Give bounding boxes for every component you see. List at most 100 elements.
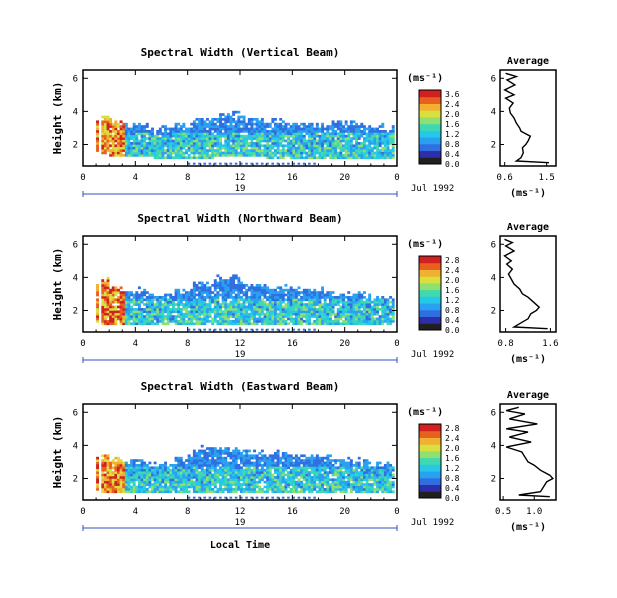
heatmap-cell [106,279,110,282]
heatmap-cell [195,466,199,470]
heatmap-cell [376,464,379,467]
heatmap-cell [315,127,319,131]
heatmap-cell [362,125,366,128]
heatmap-cell [328,146,332,150]
heatmap-cell [96,127,99,131]
heatmap-cell [362,468,366,472]
heatmap-cell [347,483,351,486]
heatmap-cell [292,305,296,309]
heatmap-cell [226,488,230,491]
heatmap-cell [203,120,207,124]
heatmap-cell [211,118,215,121]
x-tick-label: 20 [339,507,350,517]
heatmap-cell [132,130,136,133]
heatmap-cell [234,146,238,150]
heatmap-cell [234,137,238,140]
heatmap-cell [187,322,191,326]
heatmap-cell [368,468,372,472]
heatmap-cell [255,320,259,323]
heatmap-cell [342,144,345,148]
heatmap-cell [342,483,345,486]
heatmap-cell [284,452,288,455]
heatmap-cell [250,132,254,136]
heatmap-cell [318,456,322,460]
heatmap-cell [213,154,217,157]
heatmap-cell [103,322,107,326]
heatmap-cell [386,151,390,155]
heatmap-cell [153,310,157,314]
heatmap-cell [203,137,207,140]
heatmap-cell [211,447,215,450]
heatmap-cell [171,468,175,472]
heatmap-cell [352,464,356,467]
heatmap-cell [274,118,277,121]
heatmap-cell [158,483,162,486]
heatmap-cell [122,312,126,316]
heatmap-cell [313,139,317,143]
heatmap-cell [237,483,241,486]
heatmap-cell [211,464,215,467]
heatmap-cell [200,480,204,484]
heatmap-cell [381,137,385,140]
heatmap-cell [355,149,359,152]
heatmap-cell [376,156,379,160]
heatmap-cell [378,139,382,143]
heatmap-cell [247,142,251,145]
heatmap-cell [187,459,191,462]
heatmap-cell [268,134,272,138]
heatmap-cell [182,473,186,477]
heatmap-cell [260,134,264,138]
heatmap-cell [258,476,262,479]
heatmap-cell [219,496,222,499]
heatmap-cell [229,281,233,285]
heatmap-cell [203,130,207,133]
heatmap-cell [211,310,215,314]
heatmap-cell [292,162,295,165]
heatmap-cell [213,122,217,126]
heatmap-cell [383,142,387,145]
heatmap-cell [119,471,123,474]
heatmap-cell [109,303,113,306]
heatmap-cell [321,296,325,299]
heatmap-cell [226,127,230,131]
date-day-label: 19 [235,350,246,360]
heatmap-cell [260,459,264,462]
heatmap-cell [378,137,382,140]
profile-x-tick-label: 1.5 [539,173,555,183]
heatmap-cell [106,132,110,136]
heatmap-cell [287,322,291,326]
heatmap-cell [234,473,238,477]
heatmap-cell [355,142,359,145]
heatmap-cell [253,310,256,314]
heatmap-cell [96,468,99,472]
heatmap-cell [148,322,152,326]
heatmap-cell [224,315,228,318]
heatmap-cell [268,139,272,143]
heatmap-cell [171,151,175,155]
heatmap-cell [253,305,256,309]
heatmap-cell [143,303,147,306]
heatmap-cell [315,139,319,143]
x-tick-label: 0 [80,507,85,517]
heatmap-cell [96,125,99,128]
heatmap-cell [216,480,220,484]
heatmap-cell [313,480,317,484]
heatmap-cell [158,127,162,131]
heatmap-cell [179,320,183,323]
heatmap-cell [368,488,372,491]
heatmap-cell [310,483,314,486]
heatmap-cell [381,296,385,299]
heatmap-cell [310,291,314,294]
heatmap-cell [268,151,272,155]
heatmap-cell [200,464,204,467]
heatmap-cell [111,476,115,479]
heatmap-cell [177,483,181,486]
heatmap-cell [255,480,259,484]
heatmap-cell [137,459,141,462]
heatmap-cell [234,456,238,460]
heatmap-cell [106,120,110,124]
heatmap-cell [158,296,162,299]
heatmap-cell [349,146,353,150]
heatmap-cell [357,310,361,314]
heatmap-cell [305,320,309,323]
